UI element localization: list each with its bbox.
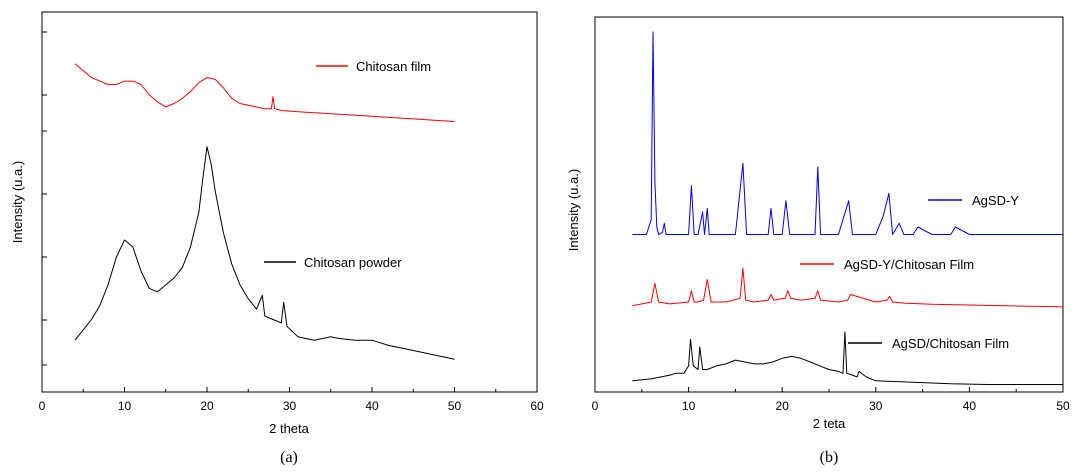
x-tick-label: 60 (530, 399, 544, 413)
legend-label: AgSD-Y (972, 193, 1019, 208)
x-tick-label: 0 (39, 399, 46, 413)
x-tick-label: 50 (1056, 399, 1070, 413)
series-line-agsd-y (632, 31, 1063, 235)
y-axis-title: Intensity (u.a.) (10, 161, 25, 243)
y-axis-title: Intensity (u.a.) (566, 169, 581, 251)
series-line-chitosan-film (74, 63, 455, 122)
legend-label: Chitosan powder (304, 255, 402, 270)
chart-panel-b: 0 10 20 30 40 50 AgSD-Y AgSD-Y/Chitosan Film AgS… (566, 16, 1070, 466)
panel-caption: (a) (280, 449, 298, 466)
x-tick-label: 50 (448, 399, 462, 413)
x-tick-label: 30 (869, 399, 883, 413)
chart-panel-a: 0 10 20 30 40 50 60 Chitosan film Chitosan powde… (10, 11, 544, 466)
x-tick-label: 30 (283, 399, 297, 413)
x-axis-title: 2 teta (813, 416, 846, 431)
panel-caption: (b) (820, 449, 839, 466)
plot-frame (41, 11, 538, 393)
series-line-chitosan-powder (74, 146, 455, 360)
legend-label: AgSD/Chitosan Film (892, 336, 1009, 351)
series-line-agsd-chitosan-film (632, 331, 1063, 385)
legend-label: AgSD-Y/Chitosan Film (844, 257, 974, 272)
x-tick-label: 40 (963, 399, 977, 413)
legend-label: Chitosan film (356, 59, 431, 74)
x-tick-label: 20 (776, 399, 790, 413)
x-tick-label: 40 (365, 399, 379, 413)
x-tick-label: 10 (118, 399, 132, 413)
x-axis-title: 2 theta (269, 421, 310, 436)
series-line-agsd-y-chitosan-film (632, 267, 1064, 308)
x-tick-label: 0 (592, 399, 599, 413)
x-tick-label: 10 (682, 399, 696, 413)
x-tick-label: 20 (200, 399, 214, 413)
